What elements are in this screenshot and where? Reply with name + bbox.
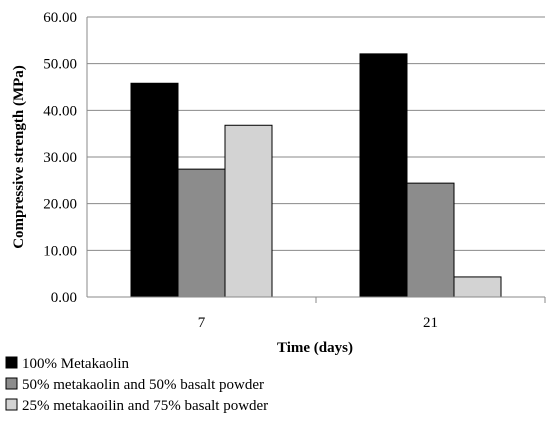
x-tick-label: 21 (423, 315, 438, 331)
bar (359, 53, 408, 298)
y-tick-label: 50.00 (43, 57, 77, 73)
x-axis-title: Time (days) (277, 340, 353, 356)
legend-swatch (5, 377, 18, 390)
legend: 100% Metakaolin 50% metakaolin and 50% ba… (5, 356, 268, 414)
legend-label: 100% Metakaolin (22, 356, 130, 372)
y-tick-label: 40.00 (43, 103, 77, 119)
bar (453, 276, 502, 298)
bars (130, 53, 502, 298)
x-tick-label: 7 (198, 315, 206, 331)
y-tick-label: 10.00 (43, 243, 77, 259)
x-tick-labels: 7 21 (198, 315, 438, 331)
y-tick-label: 30.00 (43, 150, 77, 166)
legend-label: 50% metakaolin and 50% basalt powder (22, 377, 264, 393)
y-tick-label: 20.00 (43, 197, 77, 213)
axes (86, 17, 546, 303)
bar (177, 168, 226, 298)
bar (406, 182, 455, 298)
legend-swatch (5, 356, 18, 369)
y-tick-label: 0.00 (51, 290, 77, 306)
y-axis-title: Compressive strength (MPa) (11, 65, 27, 249)
bar (130, 82, 179, 298)
bar (224, 124, 273, 298)
y-tick-label: 60.00 (43, 10, 77, 26)
legend-swatch (5, 398, 18, 411)
y-tick-labels: 0.00 10.00 20.00 30.00 40.00 50.00 60.00 (43, 10, 77, 306)
legend-label: 25% metakaoilin and 75% basalt powder (22, 398, 268, 414)
